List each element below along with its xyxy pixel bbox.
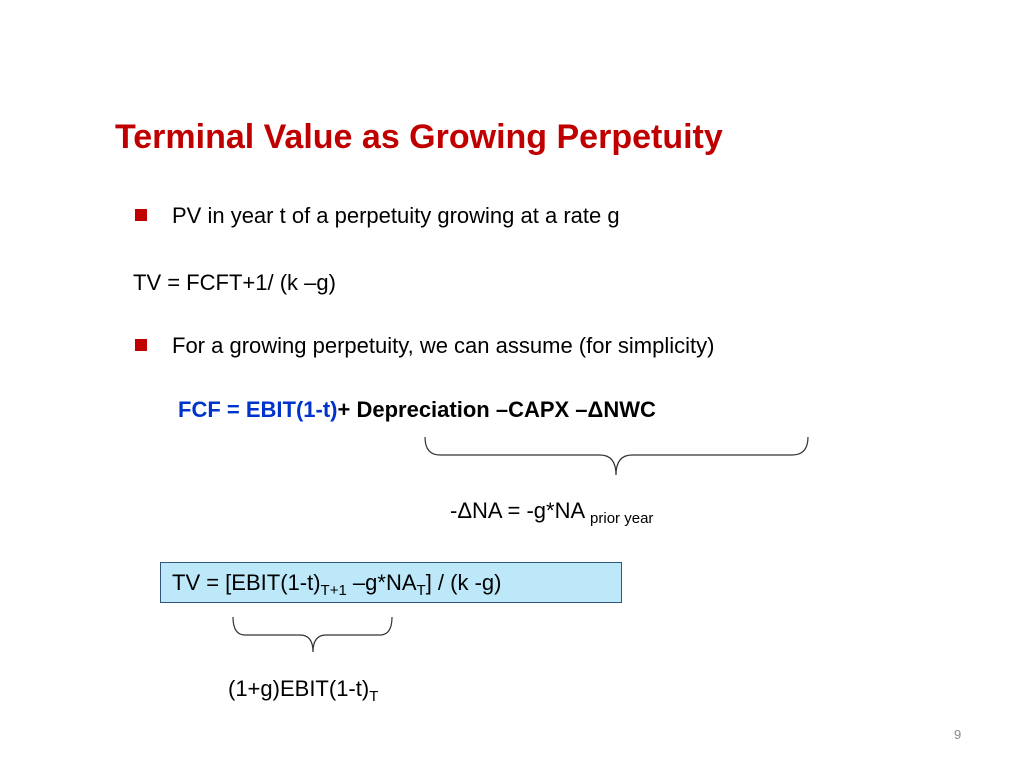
fcf-rest: + Depreciation –CAPX –ΔNWC [337, 397, 656, 422]
brace [424, 436, 809, 476]
formula-box [160, 562, 622, 603]
brace-label-text: -ΔNA = -g*NA [450, 498, 584, 523]
brace [232, 616, 393, 653]
formula-part: TV = [EBIT(1-t) [172, 570, 321, 595]
bottom-label: (1+g)EBIT(1-t)T [228, 676, 378, 705]
tv-line: TV = FCFT+1/ (k –g) [133, 270, 336, 295]
bullet-text: For a growing perpetuity, we can assume … [172, 333, 715, 358]
formula-part: –g*NA [346, 570, 417, 595]
slide-title: Terminal Value as Growing Perpetuity [115, 118, 723, 156]
bullet-marker [135, 339, 147, 351]
brace-label: -ΔNA = -g*NA prior year [450, 498, 653, 527]
brace-label-sub: prior year [590, 510, 654, 527]
formula-sub: T [416, 582, 426, 599]
bullet-marker [135, 209, 147, 221]
formula-part: ] / (k -g) [425, 570, 502, 595]
bottom-label-sub: T [369, 688, 379, 705]
boxed-formula: TV = [EBIT(1-t)T+1 –g*NAT] / (k -g) [172, 570, 501, 599]
fcf-formula: FCF = EBIT(1-t)+ Depreciation –CAPX –ΔNW… [178, 397, 656, 423]
bullet-text: PV in year t of a perpetuity growing at … [172, 203, 620, 228]
page-number: 9 [954, 727, 962, 742]
fcf-blue: FCF = EBIT(1-t) [178, 397, 338, 422]
bottom-label-text: (1+g)EBIT(1-t) [228, 676, 370, 701]
formula-sub: T+1 [320, 582, 347, 599]
